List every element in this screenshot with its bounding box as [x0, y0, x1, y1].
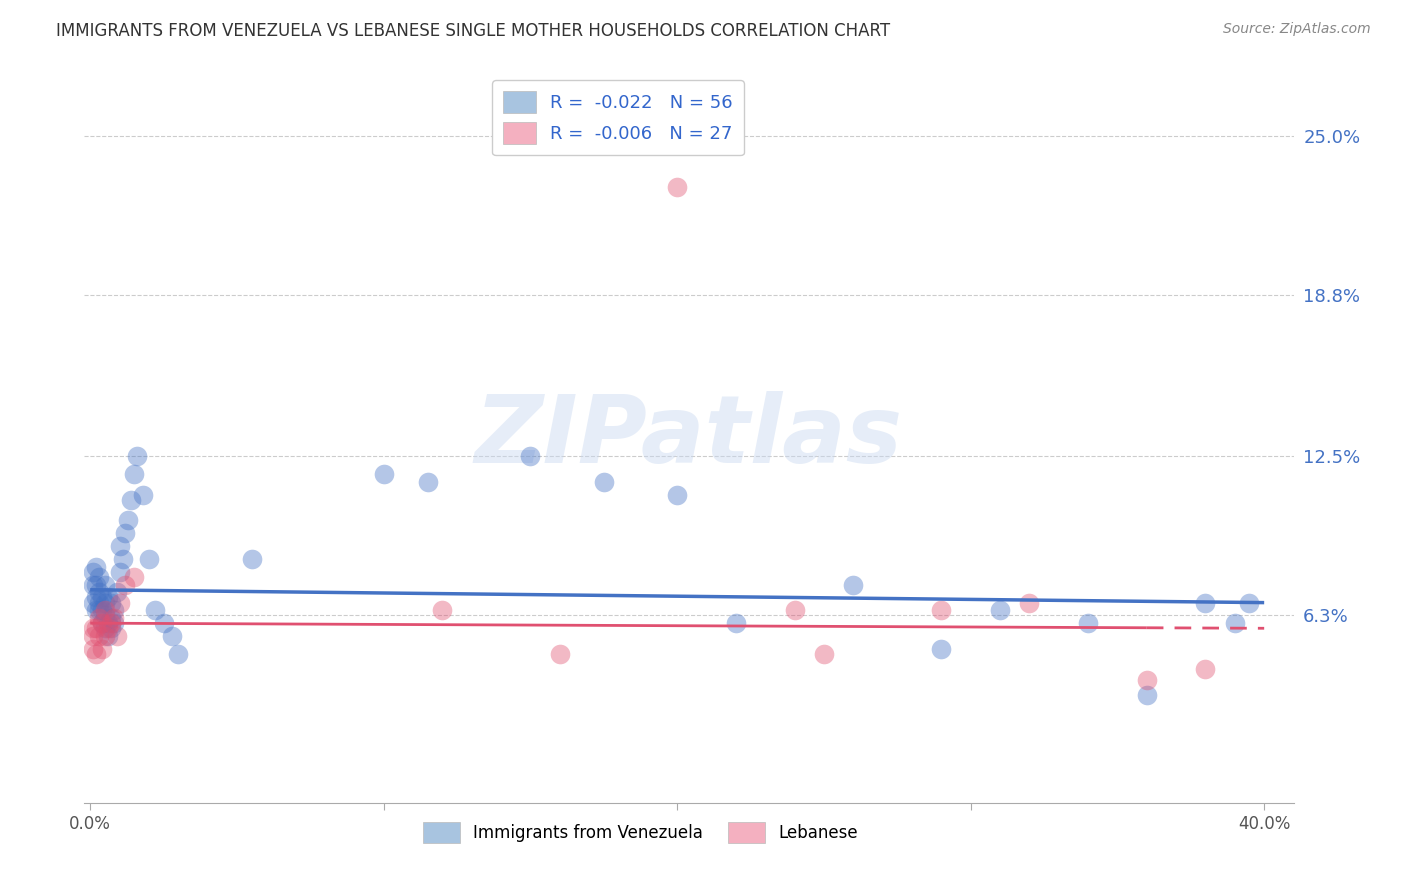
- Point: [87, 585, 110, 599]
- Point: [988, 603, 1011, 617]
- Point: [103, 603, 125, 617]
- Point: [108, 596, 131, 610]
- Point: [84, 591, 107, 605]
- Point: [82, 596, 104, 610]
- Point: [240, 552, 263, 566]
- Text: Source: ZipAtlas.com: Source: ZipAtlas.com: [1223, 22, 1371, 37]
- Point: [548, 647, 571, 661]
- Point: [842, 577, 865, 591]
- Point: [82, 565, 104, 579]
- Point: [108, 565, 131, 579]
- Point: [84, 559, 107, 574]
- Point: [432, 603, 454, 617]
- Point: [105, 585, 128, 599]
- Point: [1223, 616, 1246, 631]
- Point: [97, 591, 120, 605]
- Point: [94, 608, 117, 623]
- Point: [94, 577, 117, 591]
- Point: [84, 577, 107, 591]
- Point: [103, 616, 125, 631]
- Point: [91, 616, 114, 631]
- Point: [1239, 596, 1261, 610]
- Point: [100, 596, 122, 610]
- Point: [666, 488, 689, 502]
- Point: [108, 539, 131, 553]
- Point: [87, 629, 110, 643]
- Point: [82, 629, 104, 643]
- Point: [1194, 662, 1216, 676]
- Point: [97, 616, 120, 631]
- Point: [84, 621, 107, 635]
- Point: [666, 179, 689, 194]
- Point: [100, 616, 122, 631]
- Point: [724, 616, 747, 631]
- Point: [87, 611, 110, 625]
- Point: [416, 475, 439, 489]
- Point: [82, 641, 104, 656]
- Point: [1194, 596, 1216, 610]
- Point: [87, 596, 110, 610]
- Point: [100, 611, 122, 625]
- Point: [100, 621, 122, 635]
- Point: [783, 603, 806, 617]
- Point: [162, 629, 184, 643]
- Legend: Immigrants from Venezuela, Lebanese: Immigrants from Venezuela, Lebanese: [416, 815, 865, 849]
- Point: [114, 577, 136, 591]
- Point: [87, 570, 110, 584]
- Point: [143, 603, 166, 617]
- Point: [105, 629, 128, 643]
- Text: ZIPatlas: ZIPatlas: [475, 391, 903, 483]
- Point: [94, 621, 117, 635]
- Point: [138, 552, 160, 566]
- Point: [1136, 673, 1159, 687]
- Point: [94, 596, 117, 610]
- Point: [91, 603, 114, 617]
- Point: [97, 621, 120, 635]
- Point: [91, 616, 114, 631]
- Point: [931, 641, 953, 656]
- Point: [94, 629, 117, 643]
- Point: [87, 603, 110, 617]
- Point: [813, 647, 835, 661]
- Point: [122, 467, 145, 482]
- Text: IMMIGRANTS FROM VENEZUELA VS LEBANESE SINGLE MOTHER HOUSEHOLDS CORRELATION CHART: IMMIGRANTS FROM VENEZUELA VS LEBANESE SI…: [56, 22, 890, 40]
- Point: [103, 611, 125, 625]
- Point: [120, 492, 142, 507]
- Point: [94, 603, 117, 617]
- Point: [519, 450, 541, 464]
- Point: [592, 475, 614, 489]
- Point: [111, 552, 134, 566]
- Point: [82, 577, 104, 591]
- Point: [1018, 596, 1040, 610]
- Point: [91, 591, 114, 605]
- Point: [84, 647, 107, 661]
- Point: [1077, 616, 1099, 631]
- Point: [117, 514, 139, 528]
- Point: [127, 450, 149, 464]
- Point: [132, 488, 155, 502]
- Point: [91, 641, 114, 656]
- Point: [152, 616, 174, 631]
- Point: [97, 629, 120, 643]
- Point: [167, 647, 190, 661]
- Point: [84, 603, 107, 617]
- Point: [1136, 688, 1159, 702]
- Point: [931, 603, 953, 617]
- Point: [114, 526, 136, 541]
- Point: [82, 621, 104, 635]
- Point: [122, 570, 145, 584]
- Point: [373, 467, 395, 482]
